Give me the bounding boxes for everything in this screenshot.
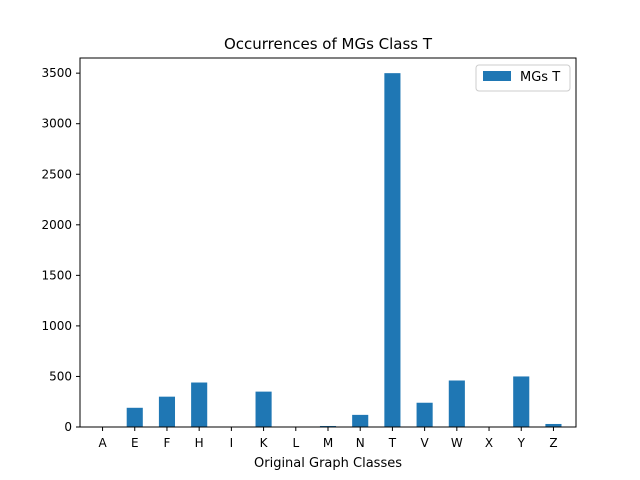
bar-Z (545, 423, 562, 427)
bar-V (416, 402, 433, 427)
y-tick-label: 1000 (41, 319, 72, 333)
x-tick-label: H (195, 436, 204, 450)
y-tick-label: 2000 (41, 218, 72, 232)
bar-K (255, 391, 272, 427)
x-axis-title: Original Graph Classes (254, 456, 402, 471)
y-ticks: 0 500 1000 1500 2000 2500 3000 3500 (41, 66, 80, 434)
x-tick-label: T (388, 436, 397, 450)
bar-Y (513, 376, 530, 427)
y-tick-label: 2500 (41, 167, 72, 181)
bar-N (352, 414, 369, 427)
x-tick-label: W (451, 436, 463, 450)
y-tick-label: 0 (64, 420, 72, 434)
x-tick-label: X (485, 436, 493, 450)
x-tick-label: V (421, 436, 430, 450)
x-tick-label: E (131, 436, 139, 450)
x-tick-label: N (356, 436, 365, 450)
bar-M (319, 425, 337, 427)
x-tick-label: Y (517, 436, 526, 450)
y-tick-label: 3000 (41, 117, 72, 131)
bar-H (191, 382, 208, 427)
chart-title: Occurrences of MGs Class T (224, 35, 433, 53)
bar-E (126, 407, 143, 427)
x-tick-label: M (323, 436, 333, 450)
plot-frame (79, 57, 577, 428)
legend-swatch (483, 71, 511, 81)
legend-label: MGs T (520, 70, 560, 85)
x-tick-label: K (260, 436, 269, 450)
x-tick-label: L (292, 436, 299, 450)
y-tick-label: 1500 (41, 268, 72, 282)
bar-W (448, 380, 465, 427)
bars-group (126, 73, 562, 427)
x-tick-label: A (98, 436, 107, 450)
x-tick-label: Z (549, 436, 557, 450)
legend: MGs T (475, 64, 571, 92)
y-tick-label: 3500 (41, 66, 72, 80)
bar-F (158, 396, 176, 427)
bar-T (384, 73, 401, 427)
y-tick-label: 500 (49, 369, 72, 383)
x-tick-label: I (230, 436, 234, 450)
x-tick-label: F (164, 436, 171, 450)
